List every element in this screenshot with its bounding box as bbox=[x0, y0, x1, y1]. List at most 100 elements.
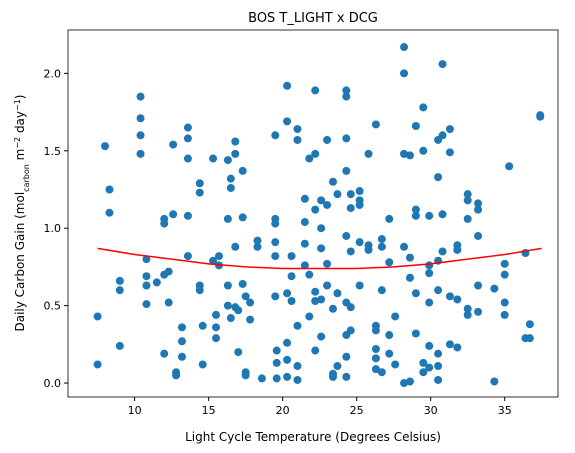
scatter-point bbox=[287, 296, 296, 305]
scatter-point bbox=[169, 140, 178, 149]
scatter-point bbox=[474, 199, 483, 208]
scatter-point bbox=[253, 242, 262, 251]
scatter-point bbox=[283, 355, 292, 364]
scatter-point bbox=[238, 213, 247, 222]
scatter-point bbox=[198, 360, 207, 369]
scatter-point bbox=[419, 358, 428, 367]
scatter-point bbox=[364, 149, 373, 158]
scatter-point bbox=[212, 310, 221, 319]
scatter-point bbox=[391, 312, 400, 321]
scatter-point bbox=[445, 340, 454, 349]
scatter-point bbox=[177, 337, 186, 346]
scatter-point bbox=[136, 92, 145, 101]
scatter-point bbox=[342, 92, 351, 101]
scatter-point bbox=[93, 360, 102, 369]
y-label-part: m bbox=[13, 149, 27, 165]
scatter-point bbox=[463, 190, 472, 199]
scatter-point bbox=[305, 270, 314, 279]
scatter-point bbox=[317, 244, 326, 253]
scatter-point bbox=[183, 211, 192, 220]
scatter-point bbox=[209, 154, 218, 163]
scatter-point bbox=[323, 200, 332, 209]
scatter-point bbox=[101, 142, 110, 151]
scatter-point bbox=[525, 334, 534, 343]
x-axis-label: Light Cycle Temperature (Degrees Celsius… bbox=[185, 430, 441, 444]
scatter-point bbox=[311, 346, 320, 355]
x-tick-label: 10 bbox=[128, 404, 142, 417]
scatter-point bbox=[234, 348, 243, 357]
scatter-point bbox=[105, 208, 114, 217]
scatter-point bbox=[434, 362, 443, 371]
plot-frame bbox=[67, 29, 559, 398]
scatter-point bbox=[371, 326, 380, 335]
scatter-point bbox=[405, 377, 414, 386]
scatter-point bbox=[246, 315, 255, 324]
scatter-point bbox=[536, 112, 545, 121]
scatter-point bbox=[445, 148, 454, 157]
scatter-point bbox=[253, 236, 262, 245]
scatter-point bbox=[445, 292, 454, 301]
scatter-point bbox=[305, 154, 314, 163]
scatter-point bbox=[283, 289, 292, 298]
scatter-point bbox=[257, 374, 266, 383]
scatter-point bbox=[377, 235, 386, 244]
scatter-point bbox=[160, 219, 169, 228]
scatter-point bbox=[490, 284, 499, 293]
scatter-point bbox=[400, 242, 409, 251]
scatter-point bbox=[500, 298, 509, 307]
scatter-point bbox=[474, 307, 483, 316]
scatter-point bbox=[164, 298, 173, 307]
scatter-point bbox=[405, 253, 414, 262]
scatter-point bbox=[385, 258, 394, 267]
scatter-point bbox=[425, 211, 434, 220]
scatter-point bbox=[164, 267, 173, 276]
scatter-point bbox=[500, 310, 509, 319]
scatter-point bbox=[195, 188, 204, 197]
scatter-point bbox=[212, 323, 221, 332]
scatter-point bbox=[300, 239, 309, 248]
x-tick-label: 35 bbox=[498, 404, 512, 417]
scatter-point bbox=[93, 312, 102, 321]
scatter-point bbox=[463, 304, 472, 313]
scatter-point bbox=[209, 256, 218, 265]
scatter-point bbox=[241, 371, 250, 380]
scatter-point bbox=[177, 352, 186, 361]
scatter-point bbox=[405, 151, 414, 160]
scatter-point bbox=[355, 200, 364, 209]
x-tick-label: 15 bbox=[202, 404, 216, 417]
scatter-point bbox=[271, 219, 280, 228]
scatter-point bbox=[500, 259, 509, 268]
scatter-point bbox=[272, 358, 281, 367]
scatter-point bbox=[490, 377, 499, 386]
scatter-point bbox=[234, 306, 243, 315]
scatter-point bbox=[400, 69, 409, 78]
scatter-point bbox=[212, 334, 221, 343]
scatter-point bbox=[142, 255, 151, 264]
y-label-part: carbon bbox=[22, 164, 31, 192]
scatter-point bbox=[195, 286, 204, 295]
scatter-point bbox=[425, 363, 434, 372]
scatter-point bbox=[505, 162, 514, 171]
scatter-point bbox=[346, 204, 355, 213]
y-label-part: ) bbox=[13, 94, 27, 99]
scatter-point bbox=[355, 281, 364, 290]
scatter-point bbox=[419, 368, 428, 377]
y-tick-label: 0.0 bbox=[44, 377, 62, 390]
scatter-point bbox=[241, 292, 250, 301]
scatter-point bbox=[411, 289, 420, 298]
scatter-point bbox=[371, 365, 380, 374]
scatter-point bbox=[231, 137, 240, 146]
scatter-point bbox=[342, 372, 351, 381]
scatter-point bbox=[377, 242, 386, 251]
scatter-point bbox=[195, 179, 204, 188]
scatter-point bbox=[142, 300, 151, 309]
y-label-part: −1 bbox=[13, 99, 22, 111]
scatter-point bbox=[346, 326, 355, 335]
scatter-point bbox=[226, 183, 235, 192]
scatter-point bbox=[333, 190, 342, 199]
scatter-point bbox=[328, 177, 337, 186]
scatter-point bbox=[323, 281, 332, 290]
scatter-point bbox=[453, 245, 462, 254]
scatter-point bbox=[425, 269, 434, 278]
y-label-part: day bbox=[13, 111, 27, 137]
